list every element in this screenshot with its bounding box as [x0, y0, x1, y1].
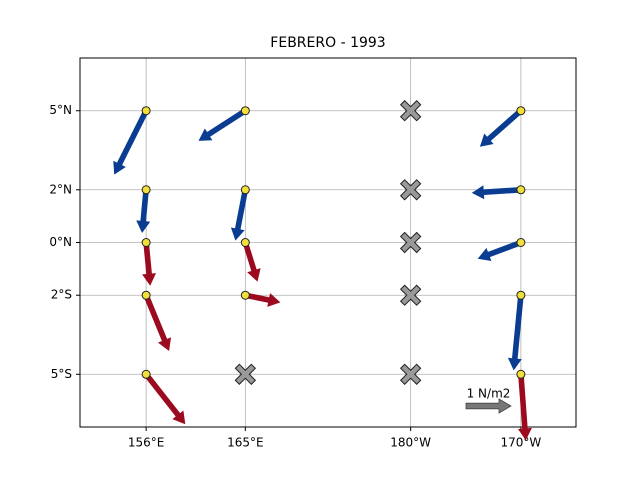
vector-arrow [242, 241, 261, 282]
vector-arrow [230, 189, 249, 241]
missing-marker [399, 100, 422, 122]
x-tick-label: 165°E [227, 436, 264, 450]
vector-arrow [477, 239, 522, 261]
vector-arrow [518, 374, 532, 441]
missing-marker [399, 179, 422, 201]
station-marker [141, 238, 151, 247]
station-marker [516, 106, 526, 116]
key-label: 1 N/m2 [467, 387, 511, 401]
y-tick-label: 5°N [49, 103, 72, 117]
vector-arrow [136, 189, 151, 233]
vector-arrow [143, 372, 186, 425]
vector-arrow [142, 242, 156, 286]
station-marker [141, 290, 151, 300]
vector-arrow [479, 108, 523, 147]
key-arrow [465, 398, 512, 414]
missing-marker [399, 284, 422, 306]
station-marker [240, 185, 250, 195]
station-marker [240, 238, 250, 247]
x-tick-label: 170°W [500, 436, 541, 450]
y-tick-label: 2°S [51, 288, 72, 302]
plot-frame [79, 57, 577, 428]
missing-marker [234, 363, 257, 385]
vector-arrow [113, 109, 149, 175]
station-marker [240, 106, 250, 116]
y-tick-label: 2°N [49, 182, 72, 196]
station-marker [141, 106, 151, 116]
y-tick-label: 0°N [49, 235, 72, 249]
station-marker [141, 185, 151, 195]
station-marker [516, 185, 526, 195]
missing-marker [399, 363, 422, 385]
vector-arrow [507, 294, 524, 371]
vector-arrow [244, 292, 281, 307]
station-marker [240, 290, 250, 300]
station-marker [516, 238, 526, 247]
y-tick-label: 5°S [51, 367, 72, 381]
vector-arrow [143, 294, 171, 351]
station-marker [516, 369, 526, 379]
missing-marker [399, 231, 422, 254]
station-marker [516, 290, 526, 300]
x-tick-label: 156°E [128, 436, 165, 450]
station-marker [141, 369, 151, 379]
x-tick-label: 180°W [390, 436, 431, 450]
chart-title: FEBRERO - 1993 [270, 35, 385, 51]
vector-arrow [198, 108, 247, 141]
vector-arrow [471, 185, 522, 200]
